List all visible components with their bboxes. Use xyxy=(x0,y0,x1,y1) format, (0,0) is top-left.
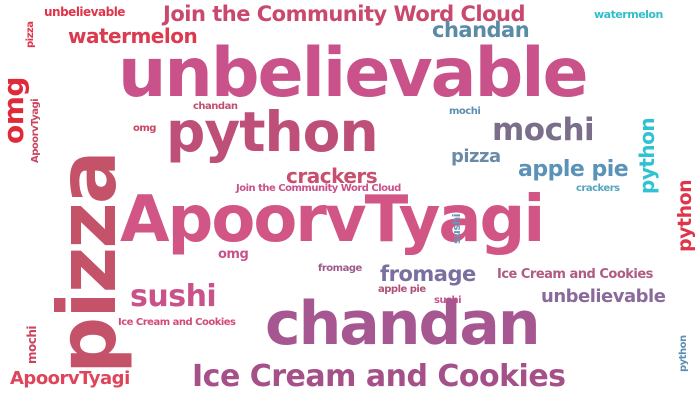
cloud-word: apple pie xyxy=(378,284,426,295)
cloud-word: fromage xyxy=(380,262,476,286)
cloud-word: apple pie xyxy=(518,157,629,182)
cloud-word: Join the Community Word Cloud xyxy=(163,2,526,26)
cloud-word: fromage xyxy=(318,263,362,274)
cloud-word: Ice Cream and Cookies xyxy=(497,267,653,282)
cloud-word: unbelievable xyxy=(541,286,666,307)
cloud-word: mochi xyxy=(25,325,39,364)
cloud-word: Join the Community Word Cloud xyxy=(236,183,401,194)
cloud-word: pizza xyxy=(41,152,134,374)
cloud-word: pizza xyxy=(25,21,36,48)
cloud-word: watermelon xyxy=(594,8,663,21)
cloud-word: unbelievable xyxy=(118,34,589,113)
cloud-word: chandan xyxy=(432,18,530,42)
cloud-word: python xyxy=(635,117,659,194)
cloud-word: crackers xyxy=(576,183,620,194)
cloud-word: Ice Cream and Cookies xyxy=(118,317,236,328)
cloud-word: ApoorvTyagi xyxy=(120,183,545,257)
cloud-word: mochi xyxy=(492,112,595,148)
cloud-word: python xyxy=(678,335,689,372)
cloud-word: ApoorvTyagi xyxy=(10,368,130,389)
cloud-word: python xyxy=(674,179,696,252)
cloud-word: crackers xyxy=(286,164,378,188)
cloud-word: ApoorvTyagi xyxy=(30,98,41,163)
cloud-word: omg xyxy=(133,123,156,134)
cloud-word: omg xyxy=(218,247,249,262)
cloud-word: sushi xyxy=(450,213,463,244)
cloud-word: sushi xyxy=(130,279,217,314)
cloud-word: chandan xyxy=(265,289,541,359)
cloud-word: pizza xyxy=(451,146,501,167)
cloud-word: Ice Cream and Cookies xyxy=(192,359,566,394)
cloud-word: python xyxy=(166,100,379,164)
cloud-word: sushi xyxy=(434,295,462,306)
cloud-word: unbelievable xyxy=(44,5,125,19)
cloud-word: omg xyxy=(0,77,30,144)
cloud-word: watermelon xyxy=(68,24,198,48)
cloud-word: mochi xyxy=(449,106,481,117)
cloud-word: chandan xyxy=(193,101,238,112)
